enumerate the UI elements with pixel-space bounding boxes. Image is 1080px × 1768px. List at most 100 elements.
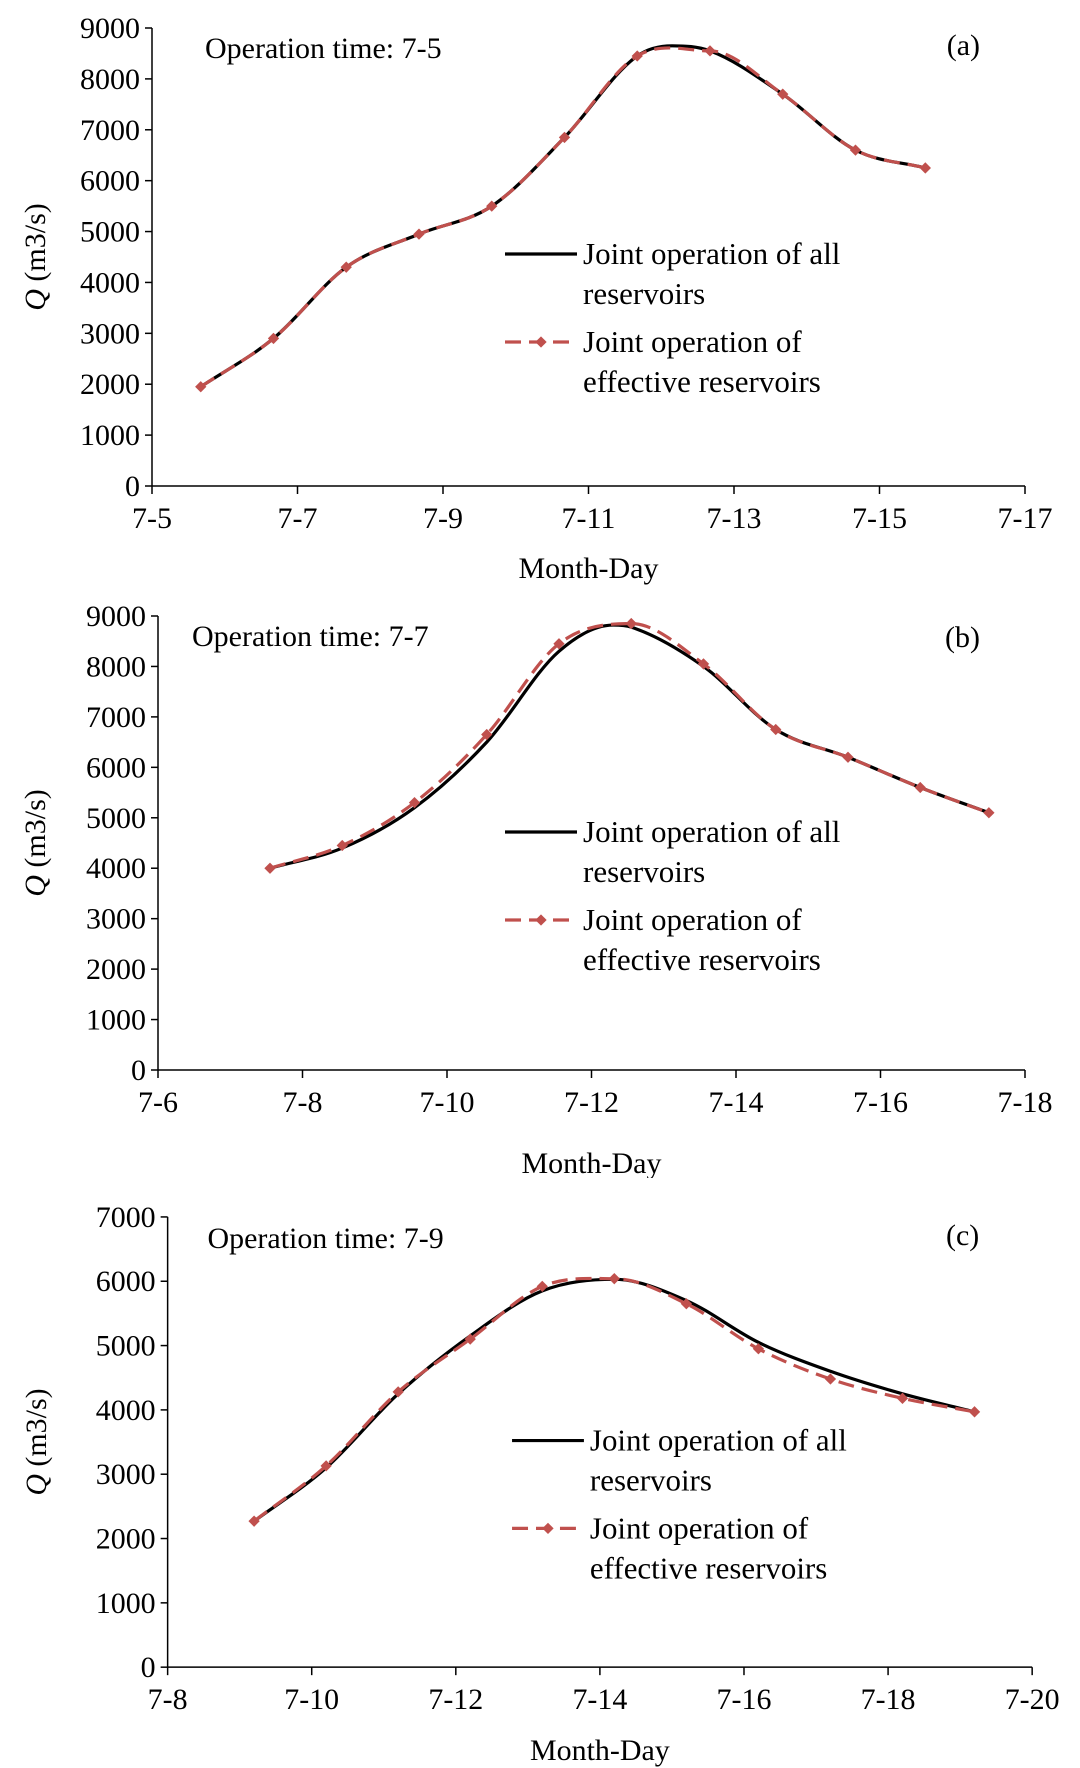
x-tick-label: 7-13	[707, 502, 762, 535]
x-tick-label: 7-6	[138, 1086, 178, 1119]
x-tick-label: 7-12	[564, 1086, 619, 1119]
x-tick-label: 7-8	[148, 1683, 188, 1716]
y-tick-label: 2000	[86, 953, 146, 986]
y-tick-label: 9000	[86, 600, 146, 633]
y-axis-title-symbol: Q	[20, 1474, 53, 1496]
y-tick-label: 2000	[96, 1523, 156, 1556]
y-tick-label: 7000	[80, 114, 140, 147]
x-tick-label: 7-9	[423, 502, 463, 535]
x-tick-label: 7-16	[717, 1683, 772, 1716]
y-axis-title: Q (m3/s)	[19, 789, 52, 897]
x-axis-title: Month-Day	[530, 1734, 670, 1767]
series-line-effective-reservoirs	[253, 1276, 975, 1523]
x-tick-label: 7-8	[283, 1086, 323, 1119]
y-tick-label: 1000	[80, 419, 140, 452]
legend-entry-text: Joint operation of	[583, 902, 802, 937]
chart-panel-b: 0 1000 2000 3000 4000 5000 6000 7000 8000 9000 7-6…	[19, 600, 1053, 1178]
data-point-effective	[919, 162, 931, 174]
y-axis-title-unit: (m3/s)	[20, 1388, 53, 1474]
y-tick-label: 0	[131, 1054, 146, 1087]
y-tick-label: 5000	[86, 802, 146, 835]
y-tick-label: 9000	[80, 12, 140, 45]
x-tick-label: 7-7	[278, 502, 318, 535]
legend-entry-text: effective reservoirs	[583, 942, 821, 977]
y-tick-label: 4000	[86, 852, 146, 885]
y-tick-label: 6000	[80, 165, 140, 198]
legend-entry-text: effective reservoirs	[583, 364, 821, 399]
data-point-effective	[842, 751, 854, 763]
x-tick-label: 7-12	[428, 1683, 483, 1716]
legend-entry-text: reservoirs	[583, 854, 705, 889]
y-tick-label: 6000	[96, 1265, 156, 1298]
y-tick-label: 7000	[96, 1201, 156, 1234]
x-tick-label: 7-15	[852, 502, 907, 535]
x-tick-label: 7-18	[861, 1683, 916, 1716]
y-tick-label: 5000	[80, 216, 140, 249]
operation-time-annotation: Operation time: 7-9	[208, 1222, 444, 1255]
legend-entry-text: reservoirs	[590, 1462, 712, 1497]
y-tick-label: 1000	[86, 1004, 146, 1037]
legend-entry-text: Joint operation of all	[583, 814, 840, 849]
y-axis-title: Q (m3/s)	[20, 1388, 53, 1495]
y-tick-label: 1000	[96, 1587, 156, 1620]
x-tick-label: 7-14	[572, 1683, 627, 1716]
x-tick-label: 7-14	[709, 1086, 764, 1119]
data-point-effective	[608, 1273, 620, 1285]
legend-entry-text: Joint operation of	[590, 1510, 809, 1545]
y-tick-label: 7000	[86, 701, 146, 734]
legend-swatch-marker	[535, 336, 547, 348]
x-axis-title: Month-Day	[522, 1147, 662, 1178]
x-axis-title: Month-Day	[519, 552, 659, 585]
y-axis-title-unit: (m3/s)	[19, 789, 52, 875]
y-tick-label: 4000	[80, 266, 140, 299]
x-tick-label: 7-11	[562, 502, 616, 535]
operation-time-annotation: Operation time: 7-5	[205, 32, 442, 65]
y-tick-label: 8000	[80, 63, 140, 96]
legend-entry-text: Joint operation of all	[590, 1423, 847, 1458]
data-point-effective	[704, 45, 716, 57]
operation-time-annotation: Operation time: 7-7	[192, 620, 429, 653]
data-point-effective	[752, 1343, 765, 1355]
data-point-effective	[680, 1298, 692, 1310]
series-line-effective-reservoirs	[199, 46, 926, 389]
legend-entry-text: effective reservoirs	[590, 1550, 827, 1585]
x-tick-label: 7-18	[998, 1086, 1053, 1119]
y-axis-title-symbol: Q	[19, 875, 52, 897]
y-tick-label: 4000	[96, 1394, 156, 1427]
chart-panel-a: 0 1000 2000 3000 4000 5000 6000 7000 8000 9000 7-5…	[19, 12, 1053, 585]
panel-label: (a)	[947, 29, 980, 62]
series-line-all-reservoirs	[199, 44, 926, 389]
y-tick-label: 5000	[96, 1330, 156, 1363]
legend-swatch-marker	[542, 1522, 554, 1535]
y-axis-title-symbol: Q	[19, 289, 52, 311]
y-tick-label: 3000	[86, 903, 146, 936]
y-tick-label: 0	[125, 470, 140, 503]
legend-entry-text: reservoirs	[583, 276, 705, 311]
x-tick-label: 7-10	[420, 1086, 475, 1119]
data-point-effective	[914, 781, 926, 794]
y-tick-label: 3000	[80, 317, 140, 350]
y-axis-title-unit: (m3/s)	[19, 203, 52, 289]
data-point-effective	[824, 1373, 837, 1385]
x-tick-label: 7-16	[853, 1086, 908, 1119]
panel-label: (b)	[945, 621, 980, 654]
data-point-effective	[983, 807, 995, 819]
legend-entry-text: Joint operation of	[583, 324, 802, 359]
x-tick-label: 7-5	[132, 502, 172, 535]
legend-swatch-marker	[535, 914, 547, 926]
y-tick-label: 3000	[96, 1458, 156, 1491]
y-tick-label: 6000	[86, 751, 146, 784]
series-line-effective-reservoirs	[269, 621, 990, 870]
x-tick-label: 7-10	[284, 1683, 339, 1716]
panel-label: (c)	[946, 1219, 979, 1252]
data-point-effective	[413, 228, 425, 240]
chart-panel-c: 0 1000 2000 3000 4000 5000 6000 7000 7-8 7-10 7-12…	[20, 1201, 1060, 1767]
y-tick-label: 2000	[80, 368, 140, 401]
x-tick-label: 7-17	[998, 502, 1053, 535]
legend-entry-text: Joint operation of all	[583, 236, 840, 271]
data-point-effective	[264, 862, 276, 874]
data-point-effective	[968, 1406, 981, 1418]
data-point-effective	[336, 839, 348, 852]
x-tick-label: 7-20	[1005, 1683, 1060, 1716]
